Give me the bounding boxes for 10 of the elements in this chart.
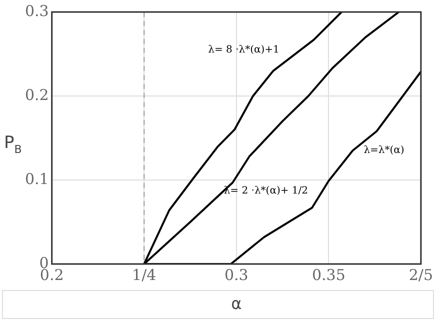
x-tick-label: 1/4 [132, 266, 156, 284]
x-tick-label: 2/5 [408, 266, 433, 284]
x-axis-title: α [231, 294, 242, 314]
x-tick-label: 0.35 [312, 266, 346, 284]
series-label: λ=λ*(α) [364, 145, 404, 156]
y-tick-label: 0.1 [24, 170, 49, 188]
series-label: λ= 8 ·λ*(α)+1 [208, 44, 280, 56]
y-tick-label: 0.2 [24, 86, 49, 104]
x-tick-label: 0.3 [224, 266, 248, 284]
y-tick-label: 0.3 [24, 2, 49, 20]
